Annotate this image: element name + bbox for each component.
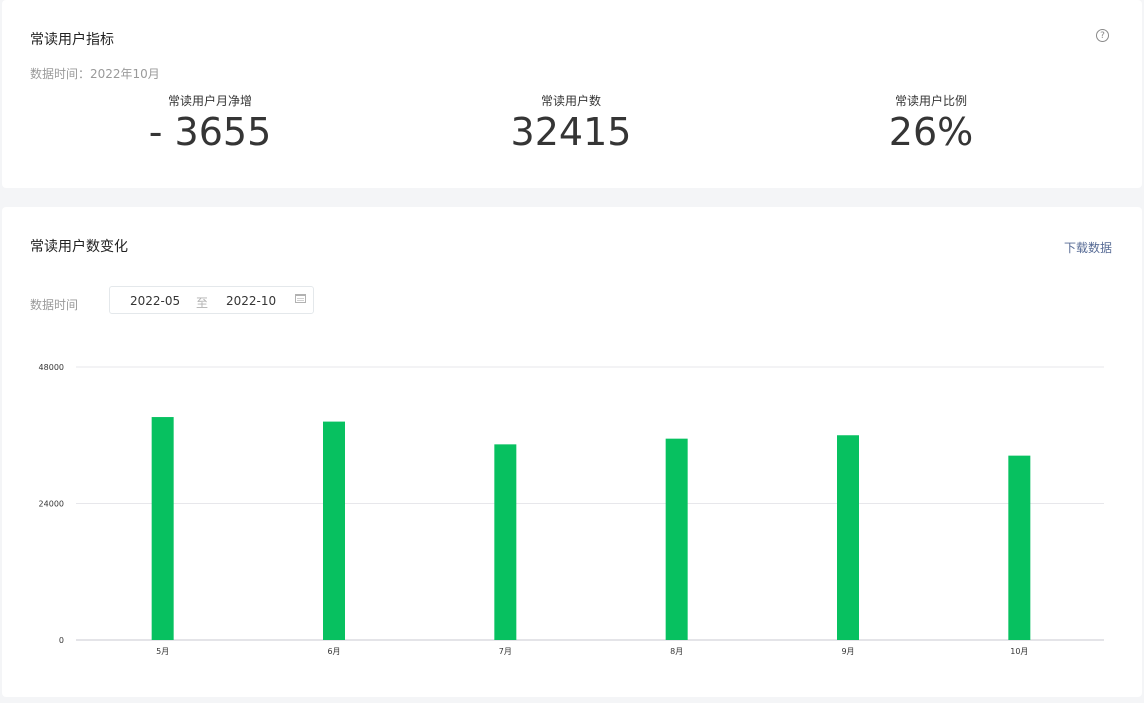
date-range-start[interactable]: 2022-05 [130,294,181,308]
metrics-card-title: 常读用户指标 [30,32,114,48]
bar-6[interactable] [1008,455,1031,640]
metric-value: 26% [888,110,974,154]
download-data-link[interactable]: 下载数据 [1063,241,1112,255]
data-time-label: 数据时间：2022年10月 [30,67,160,81]
date-range-picker[interactable]: 2022-05 至 2022-10 [109,286,314,314]
date-range-end[interactable]: 2022-10 [226,294,277,308]
x-tick-label: 7月 [499,647,512,656]
metric-regular-readers-ratio: 常读用户比例 26% [781,92,1081,155]
date-range-separator: 至 [196,296,209,310]
bar-5[interactable] [837,435,859,640]
bar-4[interactable] [665,438,688,640]
x-tick-label: 10月 [1010,647,1028,656]
trend-card-title: 常读用户数变化 [30,239,128,255]
x-tick-label: 8月 [670,647,683,656]
metric-value: - 3655 [148,110,272,154]
bar-3[interactable] [494,444,517,640]
metric-regular-readers: 常读用户数 32415 [421,92,721,155]
calendar-icon[interactable] [295,294,306,303]
bar-2[interactable] [323,421,345,640]
metric-label: 常读用户月净增 [167,94,252,108]
metrics-card [2,0,1142,188]
date-range-label: 数据时间 [30,298,79,312]
metric-label: 常读用户数 [540,94,601,108]
trend-card [2,207,1142,697]
x-tick-label: 5月 [156,647,169,656]
x-tick-label: 6月 [327,647,340,656]
question-circle-icon[interactable]: ? [1096,29,1109,42]
metric-value: 32415 [510,110,632,154]
metric-monthly-net-increase: 常读用户月净增 - 3655 [60,92,360,155]
bar-1[interactable] [151,417,174,640]
y-tick-label: 0 [59,636,64,645]
y-tick-label: 48000 [39,363,64,372]
x-tick-label: 9月 [841,647,854,656]
metric-label: 常读用户比例 [894,94,967,108]
y-tick-label: 24000 [39,500,64,509]
